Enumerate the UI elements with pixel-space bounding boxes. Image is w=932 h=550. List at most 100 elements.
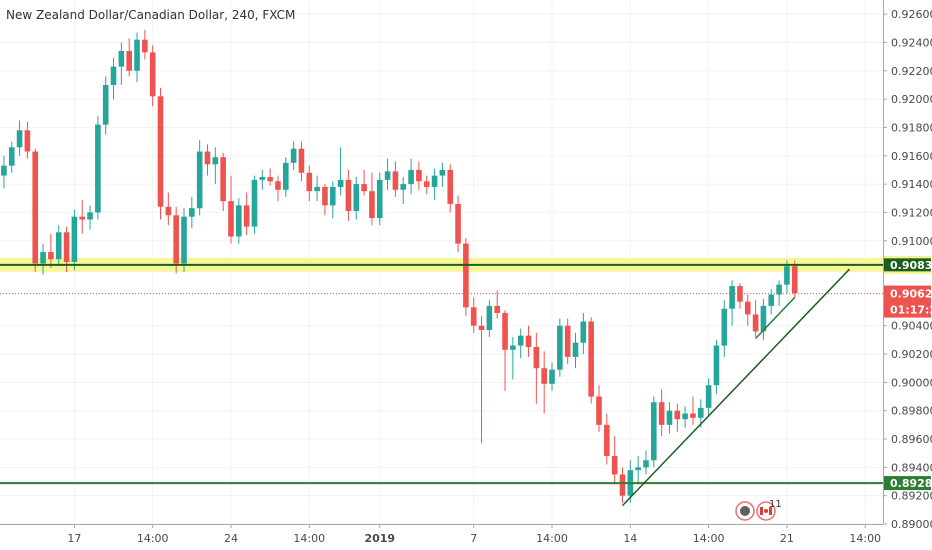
candle[interactable]	[737, 286, 743, 302]
candle[interactable]	[220, 157, 226, 202]
candle[interactable]	[384, 171, 391, 180]
candle[interactable]	[157, 96, 164, 207]
candle[interactable]	[55, 232, 62, 260]
candle[interactable]	[63, 232, 70, 262]
candle[interactable]	[337, 179, 344, 187]
candle[interactable]	[510, 345, 516, 350]
candle[interactable]	[682, 413, 688, 420]
candle[interactable]	[24, 130, 31, 152]
candle[interactable]	[721, 308, 728, 346]
candle[interactable]	[369, 191, 375, 219]
candle[interactable]	[690, 413, 696, 418]
candle[interactable]	[142, 39, 148, 53]
candle[interactable]	[580, 321, 587, 343]
candle[interactable]	[408, 169, 414, 185]
candle[interactable]	[533, 346, 540, 369]
candle[interactable]	[705, 385, 712, 408]
candle[interactable]	[776, 284, 782, 295]
candle[interactable]	[517, 335, 524, 346]
candle[interactable]	[604, 424, 610, 457]
candle[interactable]	[267, 177, 273, 182]
candle[interactable]	[259, 177, 266, 180]
candle[interactable]	[32, 151, 39, 264]
candle[interactable]	[8, 147, 15, 166]
candle[interactable]	[290, 148, 297, 163]
candle[interactable]	[322, 186, 328, 206]
candle[interactable]	[361, 184, 367, 192]
candle[interactable]	[181, 216, 187, 264]
candle[interactable]	[196, 151, 203, 209]
candle[interactable]	[744, 301, 751, 315]
candle[interactable]	[306, 172, 313, 192]
candle[interactable]	[760, 305, 767, 332]
candle[interactable]	[643, 460, 649, 468]
candle[interactable]	[48, 252, 54, 260]
candle[interactable]	[619, 474, 626, 496]
candle[interactable]	[635, 467, 641, 471]
candle[interactable]	[470, 307, 477, 326]
event-badge[interactable]: 11	[735, 499, 782, 521]
candle[interactable]	[768, 294, 775, 306]
candle[interactable]	[212, 157, 219, 165]
candle[interactable]	[611, 456, 618, 475]
candle[interactable]	[1, 165, 7, 176]
candle[interactable]	[423, 181, 430, 187]
candle[interactable]	[40, 252, 46, 264]
candle[interactable]	[149, 52, 156, 97]
candle[interactable]	[463, 243, 469, 308]
time-axis[interactable]: 17 14:00 24 14:00 2019 7 14:00 14 14:00 21 14:00	[67, 524, 881, 545]
candle[interactable]	[651, 402, 657, 461]
candle[interactable]	[697, 407, 704, 418]
candle[interactable]	[572, 342, 579, 357]
candle[interactable]	[502, 312, 508, 350]
trendline[interactable]	[621, 268, 851, 507]
trendlines[interactable]	[621, 268, 851, 507]
candle[interactable]	[173, 215, 179, 264]
candle[interactable]	[251, 179, 258, 227]
candle[interactable]	[314, 186, 320, 192]
candle[interactable]	[564, 325, 571, 357]
candle[interactable]	[658, 402, 665, 425]
candle[interactable]	[228, 201, 234, 237]
candle[interactable]	[79, 216, 86, 220]
candle[interactable]	[486, 305, 493, 330]
level-lines[interactable]	[0, 263, 883, 485]
candle[interactable]	[71, 216, 78, 262]
candle[interactable]	[455, 203, 461, 244]
candle[interactable]	[298, 148, 305, 173]
candle[interactable]	[752, 314, 759, 332]
candle[interactable]	[525, 335, 532, 347]
candle[interactable]	[329, 186, 336, 206]
candle[interactable]	[596, 396, 602, 425]
candle[interactable]	[165, 206, 172, 216]
candle[interactable]	[541, 368, 547, 384]
candle[interactable]	[353, 184, 360, 212]
candle[interactable]	[478, 325, 485, 330]
candle[interactable]	[588, 321, 594, 397]
candle[interactable]	[275, 181, 281, 190]
candle[interactable]	[87, 212, 93, 220]
candle[interactable]	[204, 151, 211, 165]
candle[interactable]	[134, 39, 140, 71]
candle[interactable]	[713, 345, 720, 386]
candle[interactable]	[557, 325, 563, 370]
candle[interactable]	[400, 184, 407, 190]
candle[interactable]	[791, 266, 798, 294]
candle[interactable]	[16, 130, 23, 148]
candle[interactable]	[494, 305, 501, 313]
candle[interactable]	[236, 205, 242, 237]
candle[interactable]	[549, 369, 555, 384]
candle[interactable]	[784, 266, 790, 285]
candle[interactable]	[447, 169, 454, 204]
candle[interactable]	[126, 50, 132, 71]
candle[interactable]	[392, 171, 399, 190]
candle[interactable]	[439, 169, 446, 176]
candle[interactable]	[431, 175, 438, 187]
candle[interactable]	[95, 124, 101, 213]
candle[interactable]	[118, 50, 125, 67]
candle[interactable]	[189, 208, 195, 217]
candle[interactable]	[282, 162, 289, 190]
candle[interactable]	[666, 410, 673, 425]
